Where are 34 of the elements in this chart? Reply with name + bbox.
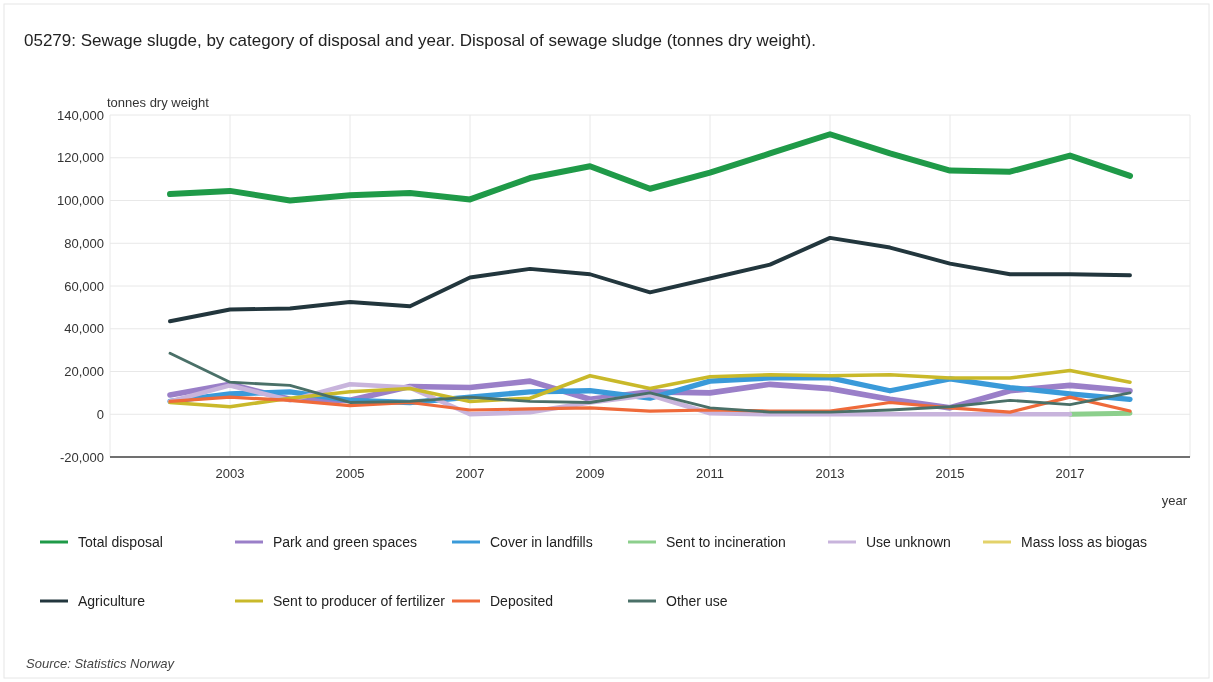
- legend-label: Park and green spaces: [273, 533, 417, 550]
- x-tick-label: 2015: [935, 466, 965, 481]
- y-tick-label: 40,000: [64, 321, 104, 337]
- x-axis-title: year: [1161, 493, 1188, 508]
- x-tick-label: 2009: [575, 466, 605, 481]
- y-tick-label: 80,000: [64, 235, 104, 251]
- chart-title: 05279: Sewage slugde, by category of disposal and year. Disposal of sewage sludge (tonnes dry weight).: [24, 31, 816, 50]
- y-axis-title: tonnes dry weight: [107, 95, 210, 110]
- line-series: [168, 235, 1132, 324]
- line-series: [168, 368, 1132, 409]
- line-series: [168, 351, 1132, 414]
- x-tick-label: 2005: [335, 466, 365, 481]
- x-tick-label: 2007: [455, 466, 485, 481]
- legend-label: Mass loss as biogas: [1021, 533, 1148, 550]
- source-note: Source: Statistics Norway: [26, 656, 176, 671]
- y-tick-label: 60,000: [64, 278, 104, 294]
- legend-label: Sent to incineration: [666, 533, 786, 550]
- x-tick-label: 2003: [215, 466, 245, 481]
- x-tick-label: 2013: [815, 466, 845, 481]
- legend-label: Sent to producer of fertilizer: [273, 592, 446, 609]
- y-tick-label: 120,000: [57, 150, 104, 166]
- y-tick-label: 0: [96, 406, 104, 422]
- legend-label: Use unknown: [866, 533, 951, 550]
- legend-label: Cover in landfills: [490, 533, 593, 550]
- y-tick-label: 20,000: [64, 364, 104, 380]
- legend-label: Deposited: [490, 592, 554, 609]
- y-tick-label: -20,000: [59, 449, 104, 465]
- legend-label: Total disposal: [78, 533, 163, 550]
- x-tick-label: 2017: [1055, 466, 1085, 481]
- y-tick-label: 140,000: [57, 107, 104, 123]
- y-tick-label: 100,000: [57, 193, 104, 209]
- x-tick-label: 2011: [696, 466, 724, 481]
- legend-label: Other use: [666, 592, 728, 609]
- legend-label: Agriculture: [78, 592, 146, 609]
